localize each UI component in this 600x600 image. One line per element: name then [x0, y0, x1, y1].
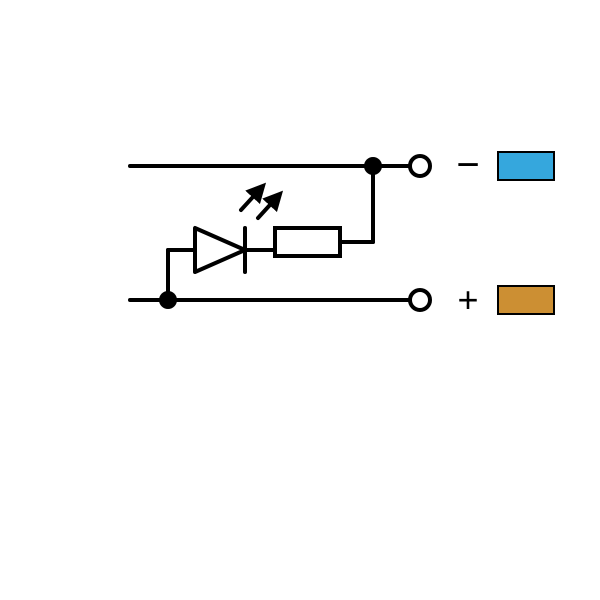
led-arrow-a1: [241, 187, 262, 210]
color-block-top: [498, 152, 554, 180]
terminal-top: [410, 156, 430, 176]
label-plus: +: [457, 279, 478, 320]
label-minus: −: [456, 143, 479, 187]
color-block-bottom: [498, 286, 554, 314]
led-arrow-a2: [258, 195, 279, 218]
diode-triangle: [195, 228, 245, 272]
resistor: [275, 228, 340, 256]
terminal-bottom: [410, 290, 430, 310]
